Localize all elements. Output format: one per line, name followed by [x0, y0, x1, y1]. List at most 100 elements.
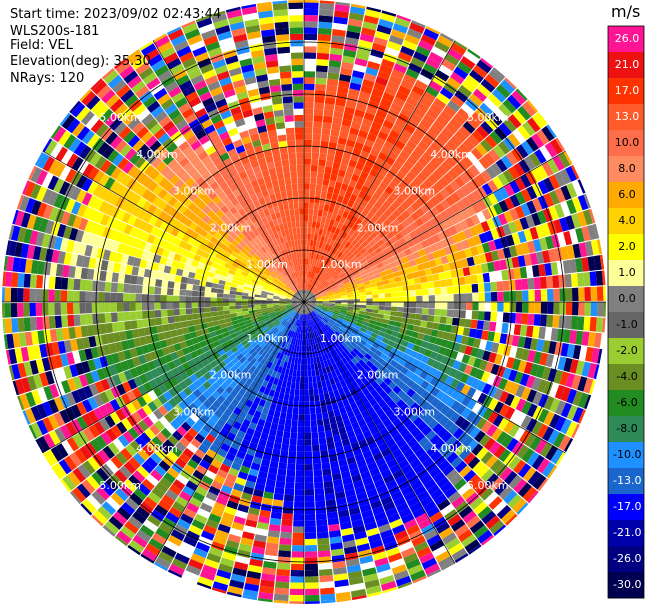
radar-gate	[569, 359, 579, 374]
radar-gate	[529, 436, 542, 451]
radar-gate	[36, 419, 49, 436]
radar-gate	[423, 478, 436, 490]
radar-gate	[254, 309, 262, 313]
radar-gate	[309, 271, 312, 278]
radar-gate	[392, 469, 404, 480]
radar-gate	[311, 369, 316, 377]
radar-gate	[388, 320, 396, 326]
radar-gate	[361, 509, 374, 519]
radar-gate	[395, 363, 404, 372]
radar-gate	[396, 399, 406, 409]
radar-gate	[478, 253, 487, 264]
radar-gate	[315, 267, 320, 274]
radar-gate	[407, 318, 415, 325]
radar-gate	[285, 298, 292, 300]
radar-gate	[296, 319, 300, 327]
radar-gate	[322, 386, 329, 394]
radar-gate	[279, 317, 286, 323]
radar-gate	[108, 251, 117, 262]
radar-gate	[286, 349, 292, 357]
radar-gate	[485, 455, 498, 469]
radar-gate	[359, 124, 371, 133]
radar-gate	[509, 346, 518, 358]
radar-gate	[326, 78, 339, 87]
radar-gate	[543, 192, 555, 208]
radar-gate	[535, 224, 545, 239]
radar-gate	[428, 51, 444, 64]
radar-gate	[139, 336, 148, 346]
radar-gate	[375, 136, 386, 146]
radar-gate	[250, 330, 257, 336]
radar-gate	[304, 538, 317, 546]
radar-gate	[263, 367, 270, 375]
radar-gate	[369, 357, 377, 365]
radar-gate	[142, 404, 153, 416]
radar-gate	[321, 134, 330, 142]
radar-gate	[202, 390, 212, 400]
radar-gate	[254, 534, 267, 543]
radar-gate	[241, 349, 249, 357]
radar-gate	[132, 470, 146, 483]
radar-gate	[307, 320, 310, 327]
radar-gate	[365, 268, 373, 274]
radar-gate	[386, 399, 396, 409]
radar-gate	[434, 287, 442, 295]
radar-gate	[294, 489, 304, 496]
radar-gate	[360, 302, 367, 305]
radar-gate	[208, 368, 217, 377]
radar-gate	[125, 330, 134, 340]
radar-gate	[460, 407, 472, 419]
radar-gate	[418, 518, 432, 530]
radar-gate	[306, 283, 309, 290]
radar-gate	[337, 317, 344, 322]
radar-gate	[369, 346, 378, 354]
radar-gate	[539, 352, 549, 366]
radar-gate	[390, 29, 406, 40]
radar-gate	[275, 321, 281, 328]
radar-gate	[270, 349, 276, 356]
radar-gate	[281, 443, 289, 451]
radar-gate	[337, 251, 344, 259]
radar-gate	[587, 224, 597, 240]
radar-gate	[309, 246, 313, 253]
radar-gate	[304, 445, 312, 452]
radar-gate	[359, 258, 367, 265]
radar-gate	[371, 42, 386, 53]
radar-gate	[220, 341, 229, 349]
radar-gate	[386, 364, 395, 373]
radar-gate	[270, 511, 282, 520]
radar-gate	[327, 224, 333, 232]
radar-gate	[353, 307, 360, 311]
radar-gate	[438, 443, 450, 455]
radar-gate	[376, 281, 384, 287]
radar-gate	[235, 555, 250, 565]
radar-gate	[522, 486, 537, 502]
radar-gate	[230, 488, 243, 498]
radar-gate	[517, 336, 526, 348]
radar-gate	[380, 468, 392, 479]
radar-gate	[278, 462, 287, 470]
radar-gate	[309, 278, 313, 285]
radar-gate	[334, 276, 341, 282]
radar-gate	[527, 240, 536, 254]
radar-gate	[467, 48, 481, 59]
radar-gate	[102, 249, 111, 261]
radar-gate	[575, 360, 585, 376]
radar-gate	[328, 303, 336, 306]
radar-gate	[550, 328, 559, 342]
radar-gate	[304, 220, 308, 228]
radar-gate	[307, 313, 311, 320]
radar-gate	[220, 484, 233, 495]
radar-gate	[357, 418, 367, 428]
radar-gate	[279, 373, 285, 381]
radar-gate	[294, 388, 300, 396]
radar-gate	[412, 344, 421, 353]
radar-gate	[395, 195, 406, 205]
radar-gate	[164, 353, 173, 363]
radar-gate	[373, 417, 383, 426]
radar-gate	[128, 516, 143, 530]
radar-gate	[331, 272, 338, 279]
radar-gate	[453, 112, 467, 126]
radar-gate	[476, 125, 489, 139]
radar-gate	[451, 496, 465, 509]
